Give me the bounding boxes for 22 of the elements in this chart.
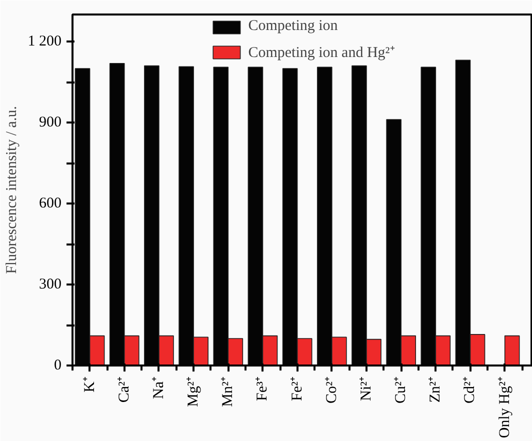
x-tick-label: Cd²⁺ <box>462 376 478 404</box>
x-tick-label: Zn²⁺ <box>428 376 444 403</box>
x-tick-label: Co²⁺ <box>324 376 340 404</box>
x-tick-label: Ni²⁺ <box>358 376 374 401</box>
x-tick-label: Mg²⁺ <box>186 376 202 407</box>
legend-label: Competing ion <box>248 18 338 35</box>
x-tick-label: Fe³⁺ <box>254 376 271 401</box>
x-tick-label: Ca²⁺ <box>116 376 132 403</box>
x-tick-label: K⁺ <box>82 376 98 392</box>
bar <box>504 335 520 366</box>
y-tick-label: 1 200 <box>28 34 62 50</box>
y-axis-title: Fluorescence intensity / a.u. <box>4 106 20 274</box>
x-tick-label: Only Hg²⁺ <box>496 376 513 438</box>
x-tick-label: Cu²⁺ <box>393 376 410 404</box>
x-tick-label: Na⁺ <box>150 376 167 399</box>
y-tick-label: 300 <box>39 276 62 292</box>
y-tick-label: 0 <box>54 358 62 374</box>
legend-label: Competing ion and Hg²⁺ <box>248 44 395 62</box>
y-tick-label: 900 <box>39 114 62 130</box>
y-tick-label: 600 <box>39 196 62 212</box>
x-tick-label: Mn²⁺ <box>220 376 236 407</box>
x-tick-label: Fe²⁺ <box>289 376 306 401</box>
